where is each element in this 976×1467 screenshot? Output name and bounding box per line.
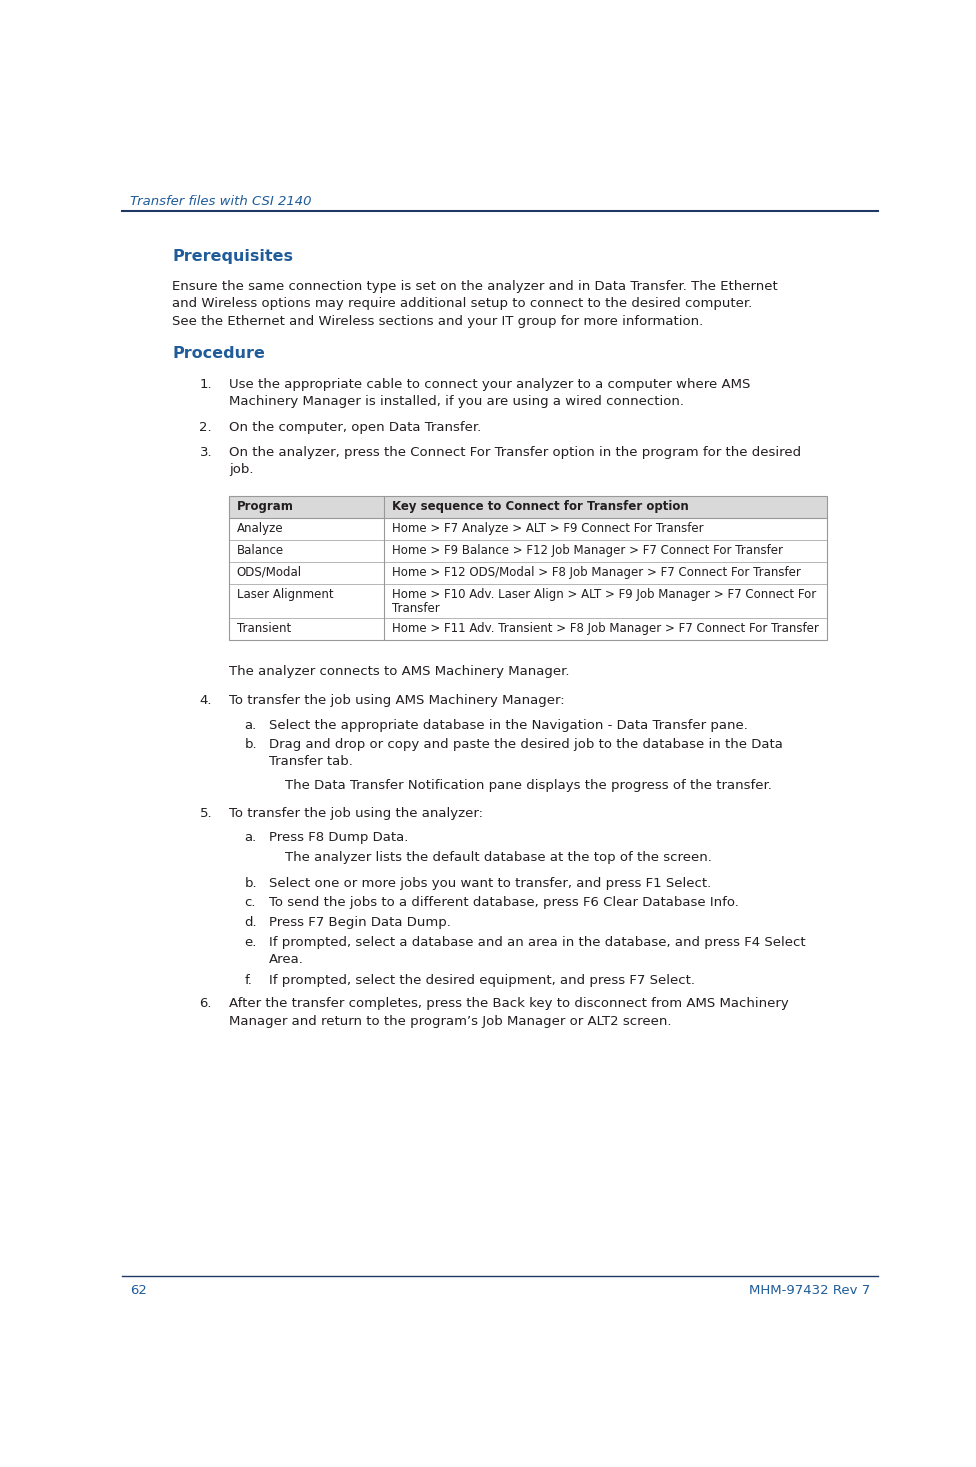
Text: Home > F7 Analyze > ALT > F9 Connect For Transfer: Home > F7 Analyze > ALT > F9 Connect For… — [391, 522, 704, 535]
Text: Home > F9 Balance > F12 Job Manager > F7 Connect For Transfer: Home > F9 Balance > F12 Job Manager > F7… — [391, 544, 783, 556]
Text: 4.: 4. — [199, 694, 212, 707]
Text: 62: 62 — [130, 1284, 146, 1297]
Text: b.: b. — [244, 877, 257, 890]
Text: and Wireless options may require additional setup to connect to the desired comp: and Wireless options may require additio… — [173, 298, 752, 311]
Text: c.: c. — [244, 896, 256, 910]
Text: 5.: 5. — [199, 807, 212, 820]
Text: Manager and return to the program’s Job Manager or ALT2 screen.: Manager and return to the program’s Job … — [229, 1015, 671, 1027]
Text: Home > F10 Adv. Laser Align > ALT > F9 Job Manager > F7 Connect For: Home > F10 Adv. Laser Align > ALT > F9 J… — [391, 588, 816, 600]
Text: Drag and drop or copy and paste the desired job to the database in the Data: Drag and drop or copy and paste the desi… — [269, 738, 783, 751]
Text: To transfer the job using AMS Machinery Manager:: To transfer the job using AMS Machinery … — [229, 694, 564, 707]
Text: Laser Alignment: Laser Alignment — [237, 588, 334, 600]
Text: b.: b. — [244, 738, 257, 751]
Text: Ensure the same connection type is set on the analyzer and in Data Transfer. The: Ensure the same connection type is set o… — [173, 280, 778, 293]
Text: On the analyzer, press the Connect For Transfer option in the program for the de: On the analyzer, press the Connect For T… — [229, 446, 801, 459]
Text: Analyze: Analyze — [237, 522, 283, 535]
Text: Use the appropriate cable to connect your analyzer to a computer where AMS: Use the appropriate cable to connect you… — [229, 378, 751, 392]
Text: On the computer, open Data Transfer.: On the computer, open Data Transfer. — [229, 421, 481, 434]
Text: ODS/Modal: ODS/Modal — [237, 566, 302, 578]
Text: d.: d. — [244, 915, 257, 929]
Text: To transfer the job using the analyzer:: To transfer the job using the analyzer: — [229, 807, 483, 820]
Text: Home > F11 Adv. Transient > F8 Job Manager > F7 Connect For Transfer: Home > F11 Adv. Transient > F8 Job Manag… — [391, 622, 819, 635]
FancyBboxPatch shape — [229, 496, 828, 518]
Text: 1.: 1. — [199, 378, 212, 392]
Text: Program: Program — [237, 500, 294, 513]
Text: job.: job. — [229, 464, 254, 477]
Text: Area.: Area. — [269, 954, 305, 965]
Text: Select one or more jobs you want to transfer, and press F1 Select.: Select one or more jobs you want to tran… — [269, 877, 712, 890]
Text: MHM-97432 Rev 7: MHM-97432 Rev 7 — [750, 1284, 871, 1297]
Text: See the Ethernet and Wireless sections and your IT group for more information.: See the Ethernet and Wireless sections a… — [173, 314, 704, 327]
Text: 3.: 3. — [199, 446, 212, 459]
Text: Transfer tab.: Transfer tab. — [269, 756, 353, 769]
Text: After the transfer completes, press the Back key to disconnect from AMS Machiner: After the transfer completes, press the … — [229, 998, 789, 1011]
Text: Prerequisites: Prerequisites — [173, 249, 294, 264]
Text: If prompted, select the desired equipment, and press F7 Select.: If prompted, select the desired equipmen… — [269, 974, 695, 987]
Text: Key sequence to Connect for Transfer option: Key sequence to Connect for Transfer opt… — [391, 500, 688, 513]
Text: Press F8 Dump Data.: Press F8 Dump Data. — [269, 832, 409, 845]
Text: Transient: Transient — [237, 622, 291, 635]
Text: The analyzer lists the default database at the top of the screen.: The analyzer lists the default database … — [285, 851, 712, 864]
Text: The analyzer connects to AMS Machinery Manager.: The analyzer connects to AMS Machinery M… — [229, 665, 569, 678]
Text: e.: e. — [244, 936, 257, 949]
Text: Home > F12 ODS/Modal > F8 Job Manager > F7 Connect For Transfer: Home > F12 ODS/Modal > F8 Job Manager > … — [391, 566, 800, 578]
Text: Machinery Manager is installed, if you are using a wired connection.: Machinery Manager is installed, if you a… — [229, 396, 684, 408]
Text: Balance: Balance — [237, 544, 284, 556]
Text: 6.: 6. — [199, 998, 212, 1011]
Text: Procedure: Procedure — [173, 346, 265, 361]
Text: a.: a. — [244, 719, 257, 732]
Text: Transfer: Transfer — [391, 601, 439, 615]
Text: The Data Transfer Notification pane displays the progress of the transfer.: The Data Transfer Notification pane disp… — [285, 779, 772, 792]
Text: 2.: 2. — [199, 421, 212, 434]
Text: Press F7 Begin Data Dump.: Press F7 Begin Data Dump. — [269, 915, 451, 929]
Text: a.: a. — [244, 832, 257, 845]
Text: Transfer files with CSI 2140: Transfer files with CSI 2140 — [130, 195, 311, 208]
Text: Select the appropriate database in the Navigation - Data Transfer pane.: Select the appropriate database in the N… — [269, 719, 749, 732]
Text: To send the jobs to a different database, press F6 Clear Database Info.: To send the jobs to a different database… — [269, 896, 739, 910]
Text: f.: f. — [244, 974, 253, 987]
Text: If prompted, select a database and an area in the database, and press F4 Select: If prompted, select a database and an ar… — [269, 936, 806, 949]
